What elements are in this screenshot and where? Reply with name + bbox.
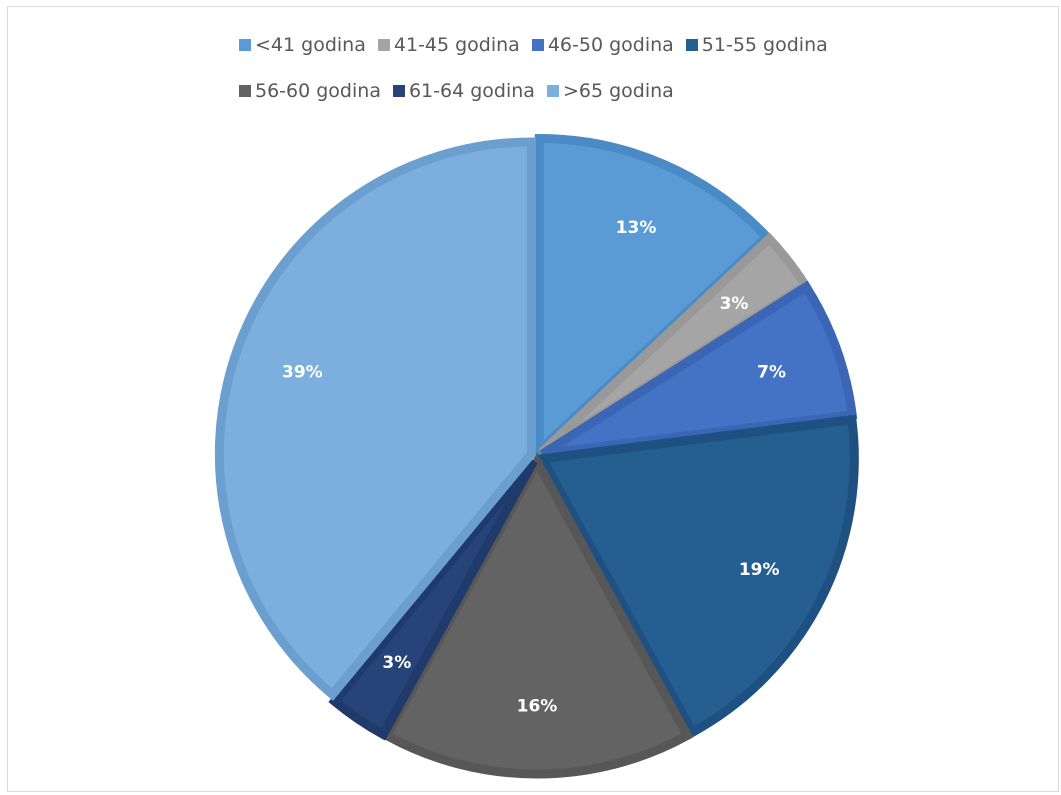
pie-slices (214, 133, 859, 779)
legend-label: 51-55 godina (701, 34, 828, 56)
legend-swatch (546, 85, 559, 97)
legend-label: >65 godina (562, 80, 674, 102)
legend-label: 61-64 godina (408, 80, 535, 102)
data-label-41-45-godina: 3% (720, 294, 749, 314)
pie-labels: 13% 3% 7% 19% 16% 3% 39% (282, 218, 786, 716)
data-label-46-50-godina: 7% (757, 363, 786, 383)
legend-item-51-55: 51-55 godina (685, 34, 828, 56)
legend-swatch (239, 39, 251, 51)
legend-swatch (531, 39, 544, 51)
legend-swatch (239, 85, 251, 97)
legend-item-lt41: <41 godina (239, 34, 366, 56)
legend-swatch (685, 39, 698, 51)
data-label-51-55-godina: 19% (739, 560, 780, 580)
pie-slice-56-60-godina (380, 452, 694, 779)
legend-label: <41 godina (255, 34, 366, 56)
legend-swatch (392, 85, 405, 97)
pie-slice-61-64-godina (328, 458, 538, 741)
legend-item-41-45: 41-45 godina (377, 34, 520, 56)
legend-swatch (377, 39, 390, 51)
data-label-41-godina: 13% (616, 218, 657, 238)
legend-label: 56-60 godina (255, 80, 381, 102)
pie-slice-41-godina (534, 133, 774, 461)
legend-row-1: <41 godina 41-45 godina 46-50 godina 51-… (239, 34, 840, 56)
legend-item-61-64: 61-64 godina (392, 80, 535, 102)
legend-label: 41-45 godina (393, 34, 520, 56)
legend-item-46-50: 46-50 godina (531, 34, 674, 56)
pie-slice-65-godina (214, 137, 536, 701)
legend-item-gt65: >65 godina (546, 80, 674, 102)
legend-row-2: 56-60 godina 61-64 godina >65 godina (239, 80, 686, 102)
data-label-65-godina: 39% (282, 363, 323, 383)
pie-slice-51-55-godina (535, 414, 859, 739)
pie-slice-46-50-godina (540, 280, 858, 459)
legend-label: 46-50 godina (547, 34, 674, 56)
data-label-61-64-godina: 3% (382, 653, 411, 673)
data-label-56-60-godina: 16% (517, 696, 558, 716)
legend-item-56-60: 56-60 godina (239, 80, 381, 102)
